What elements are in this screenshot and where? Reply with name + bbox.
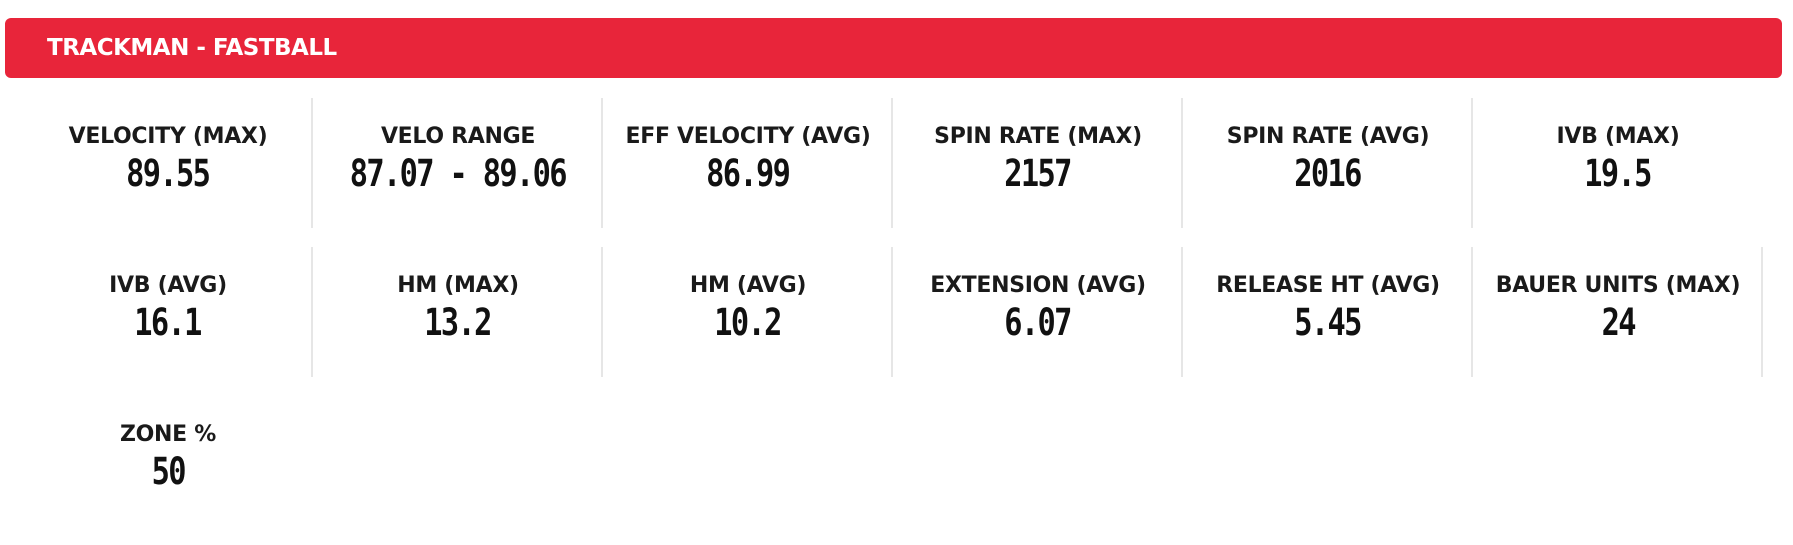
stat-spin-rate-avg: SPIN RATE (AVG) 2016 bbox=[1183, 98, 1473, 247]
stat-value: 24 bbox=[1601, 301, 1636, 344]
stat-value: 19.5 bbox=[1584, 152, 1653, 195]
stat-label: IVB (MAX) bbox=[1556, 124, 1680, 149]
stat-value: 5.45 bbox=[1294, 301, 1363, 344]
stat-value: 50 bbox=[151, 450, 186, 493]
stat-label: BAUER UNITS (MAX) bbox=[1495, 273, 1741, 298]
stat-value: 86.99 bbox=[706, 152, 791, 195]
stat-zone-percent: ZONE % 50 bbox=[23, 396, 313, 545]
stat-value: 13.2 bbox=[424, 301, 493, 344]
stat-label: HM (AVG) bbox=[689, 273, 807, 298]
stat-extension-avg: EXTENSION (AVG) 6.07 bbox=[893, 247, 1183, 396]
stat-velo-range: VELO RANGE 87.07 - 89.06 bbox=[313, 98, 603, 247]
stat-eff-velocity-avg: EFF VELOCITY (AVG) 86.99 bbox=[603, 98, 893, 247]
stat-value: 6.07 bbox=[1004, 301, 1073, 344]
stat-value: 89.55 bbox=[126, 152, 211, 195]
stat-value: 16.1 bbox=[134, 301, 203, 344]
stat-label: SPIN RATE (MAX) bbox=[934, 124, 1142, 149]
section-header: TRACKMAN - FASTBALL bbox=[5, 18, 1782, 78]
stat-spin-rate-max: SPIN RATE (MAX) 2157 bbox=[893, 98, 1183, 247]
stat-velocity-max: VELOCITY (MAX) 89.55 bbox=[23, 98, 313, 247]
stat-label: VELO RANGE bbox=[380, 124, 536, 149]
stat-value: 10.2 bbox=[714, 301, 783, 344]
stat-ivb-avg: IVB (AVG) 16.1 bbox=[23, 247, 313, 396]
stat-label: VELOCITY (MAX) bbox=[68, 124, 268, 149]
stat-value: 2157 bbox=[1004, 152, 1073, 195]
stat-bauer-units-max: BAUER UNITS (MAX) 24 bbox=[1473, 247, 1763, 396]
stat-ivb-max: IVB (MAX) 19.5 bbox=[1473, 98, 1763, 247]
stat-hm-max: HM (MAX) 13.2 bbox=[313, 247, 603, 396]
stat-label: ZONE % bbox=[120, 422, 216, 447]
stats-grid: VELOCITY (MAX) 89.55 VELO RANGE 87.07 - … bbox=[23, 98, 1763, 545]
stat-label: HM (MAX) bbox=[397, 273, 519, 298]
section-title: TRACKMAN - FASTBALL bbox=[47, 35, 337, 61]
stat-value: 2016 bbox=[1294, 152, 1363, 195]
stat-label: RELEASE HT (AVG) bbox=[1216, 273, 1440, 298]
stat-release-ht-avg: RELEASE HT (AVG) 5.45 bbox=[1183, 247, 1473, 396]
stat-hm-avg: HM (AVG) 10.2 bbox=[603, 247, 893, 396]
stat-label: EFF VELOCITY (AVG) bbox=[625, 124, 871, 149]
stat-value: 87.07 - 89.06 bbox=[349, 152, 568, 195]
stat-label: IVB (AVG) bbox=[109, 273, 227, 298]
stat-label: EXTENSION (AVG) bbox=[930, 273, 1146, 298]
stat-label: SPIN RATE (AVG) bbox=[1226, 124, 1430, 149]
